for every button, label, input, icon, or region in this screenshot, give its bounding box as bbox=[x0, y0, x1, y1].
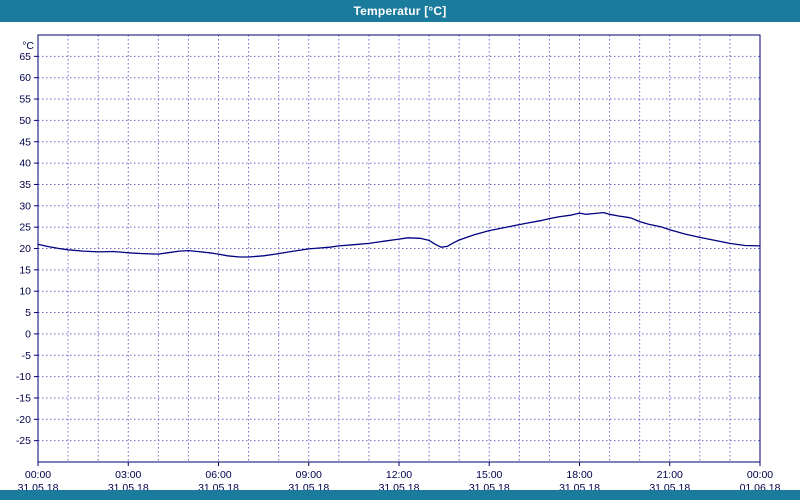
svg-text:12:00: 12:00 bbox=[386, 469, 412, 481]
svg-text:35: 35 bbox=[19, 179, 31, 191]
svg-text:25: 25 bbox=[19, 222, 31, 234]
svg-text:40: 40 bbox=[19, 158, 31, 170]
chart-area: °C 65 60 55 50 45 40 35 30 25 20 15 10 5 0 -5 -10 -15 -20-… bbox=[0, 22, 800, 490]
svg-text:31.05.18: 31.05.18 bbox=[649, 482, 690, 490]
svg-text:15: 15 bbox=[19, 264, 31, 276]
svg-text:03:00: 03:00 bbox=[115, 469, 141, 481]
svg-text:00:00: 00:00 bbox=[747, 469, 773, 481]
svg-text:31.05.18: 31.05.18 bbox=[379, 482, 420, 490]
svg-text:60: 60 bbox=[19, 72, 31, 84]
svg-text:°C: °C bbox=[22, 40, 34, 52]
svg-text:-5: -5 bbox=[22, 350, 31, 362]
window-title: Temperatur [°C] bbox=[353, 4, 447, 18]
svg-text:21:00: 21:00 bbox=[657, 469, 683, 481]
temperature-chart: °C65605550454035302520151050-5-10-15-20-… bbox=[16, 34, 781, 490]
svg-text:50: 50 bbox=[19, 115, 31, 127]
svg-text:31.05.18: 31.05.18 bbox=[198, 482, 239, 490]
svg-text:0: 0 bbox=[25, 328, 31, 340]
svg-text:15:00: 15:00 bbox=[476, 469, 502, 481]
svg-text:-10: -10 bbox=[16, 371, 31, 383]
svg-text:18:00: 18:00 bbox=[566, 469, 592, 481]
svg-text:45: 45 bbox=[19, 136, 31, 148]
svg-text:31.05.18: 31.05.18 bbox=[108, 482, 149, 490]
window-title-bar: Temperatur [°C] bbox=[0, 0, 800, 22]
bottom-status-bar bbox=[0, 490, 800, 500]
svg-text:06:00: 06:00 bbox=[205, 469, 231, 481]
svg-text:20: 20 bbox=[19, 243, 31, 255]
svg-text:10: 10 bbox=[19, 286, 31, 298]
svg-text:31.05.18: 31.05.18 bbox=[288, 482, 329, 490]
svg-text:01.06.18: 01.06.18 bbox=[740, 482, 781, 490]
svg-text:09:00: 09:00 bbox=[296, 469, 322, 481]
svg-text:-20: -20 bbox=[16, 414, 31, 426]
svg-text:5: 5 bbox=[25, 307, 31, 319]
svg-text:-25: -25 bbox=[16, 435, 31, 447]
svg-text:30: 30 bbox=[19, 200, 31, 212]
svg-text:00:00: 00:00 bbox=[25, 469, 51, 481]
svg-text:65: 65 bbox=[19, 51, 31, 63]
svg-text:-15: -15 bbox=[16, 392, 31, 404]
svg-text:31.05.18: 31.05.18 bbox=[559, 482, 600, 490]
svg-text:31.05.18: 31.05.18 bbox=[18, 482, 59, 490]
svg-text:55: 55 bbox=[19, 94, 31, 106]
svg-text:31.05.18: 31.05.18 bbox=[469, 482, 510, 490]
